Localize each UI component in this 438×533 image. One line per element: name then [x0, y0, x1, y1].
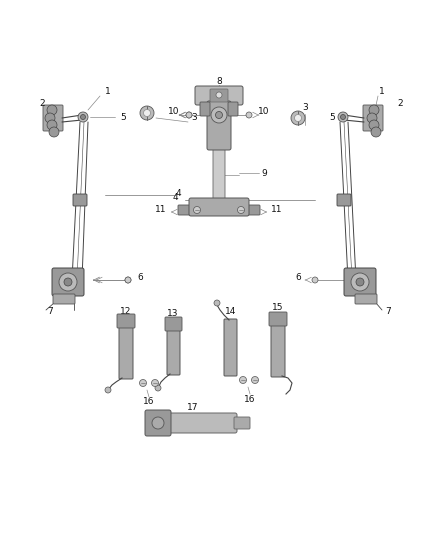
Text: 17: 17: [187, 403, 199, 413]
Circle shape: [45, 113, 55, 123]
Text: 5: 5: [120, 112, 126, 122]
Circle shape: [340, 115, 346, 119]
FancyBboxPatch shape: [43, 105, 63, 131]
Text: 8: 8: [216, 77, 222, 86]
Circle shape: [64, 278, 72, 286]
Text: 4: 4: [175, 189, 181, 198]
Text: 1: 1: [105, 87, 111, 96]
Text: 7: 7: [385, 308, 391, 317]
Circle shape: [251, 376, 258, 384]
Circle shape: [215, 111, 223, 118]
Circle shape: [105, 387, 111, 393]
Circle shape: [294, 115, 301, 122]
Circle shape: [351, 273, 369, 291]
Circle shape: [155, 385, 161, 391]
FancyBboxPatch shape: [234, 417, 250, 429]
Circle shape: [246, 112, 252, 118]
Text: 3: 3: [302, 103, 308, 112]
Circle shape: [194, 206, 201, 214]
Circle shape: [59, 273, 77, 291]
Text: 16: 16: [143, 398, 155, 407]
Text: 15: 15: [272, 303, 284, 312]
Circle shape: [144, 109, 151, 117]
FancyBboxPatch shape: [163, 413, 237, 433]
Circle shape: [47, 120, 57, 130]
Text: 1: 1: [379, 87, 385, 96]
FancyBboxPatch shape: [195, 86, 243, 105]
FancyBboxPatch shape: [213, 147, 225, 204]
Text: 2: 2: [39, 99, 45, 108]
Text: 10: 10: [168, 108, 180, 117]
Text: 16: 16: [244, 394, 256, 403]
Text: 5: 5: [329, 112, 335, 122]
Circle shape: [369, 105, 379, 115]
Text: 3: 3: [191, 114, 197, 123]
FancyBboxPatch shape: [363, 105, 383, 131]
Circle shape: [186, 112, 192, 118]
Text: 11: 11: [155, 206, 167, 214]
Circle shape: [371, 127, 381, 137]
FancyBboxPatch shape: [344, 268, 376, 296]
Circle shape: [369, 120, 379, 130]
Circle shape: [125, 277, 131, 283]
Text: 7: 7: [47, 308, 53, 317]
Text: 9: 9: [261, 168, 267, 177]
Circle shape: [211, 107, 227, 123]
Circle shape: [186, 112, 192, 118]
Circle shape: [81, 115, 85, 119]
Circle shape: [240, 376, 247, 384]
Text: 13: 13: [167, 309, 179, 318]
Circle shape: [367, 113, 377, 123]
Circle shape: [49, 127, 59, 137]
Circle shape: [139, 379, 146, 386]
FancyBboxPatch shape: [165, 317, 182, 331]
FancyBboxPatch shape: [207, 101, 231, 150]
Circle shape: [237, 206, 244, 214]
Circle shape: [125, 277, 131, 283]
Text: 6: 6: [295, 273, 301, 282]
FancyBboxPatch shape: [52, 268, 84, 296]
FancyBboxPatch shape: [355, 294, 377, 304]
Circle shape: [152, 417, 164, 429]
FancyBboxPatch shape: [117, 314, 135, 328]
FancyBboxPatch shape: [337, 194, 351, 206]
FancyBboxPatch shape: [200, 102, 210, 116]
Circle shape: [312, 277, 318, 283]
FancyBboxPatch shape: [224, 319, 237, 376]
Circle shape: [291, 111, 305, 125]
FancyBboxPatch shape: [228, 102, 238, 116]
FancyBboxPatch shape: [119, 317, 133, 379]
FancyBboxPatch shape: [73, 194, 87, 206]
FancyBboxPatch shape: [269, 312, 287, 326]
Text: 4: 4: [172, 193, 178, 203]
Circle shape: [338, 112, 348, 122]
FancyBboxPatch shape: [167, 321, 180, 375]
Text: 11: 11: [271, 206, 283, 214]
Circle shape: [214, 300, 220, 306]
Circle shape: [47, 105, 57, 115]
Text: 14: 14: [225, 308, 237, 317]
Circle shape: [78, 112, 88, 122]
Text: 2: 2: [397, 99, 403, 108]
FancyBboxPatch shape: [210, 89, 228, 102]
Text: 12: 12: [120, 308, 132, 317]
FancyBboxPatch shape: [189, 198, 249, 216]
Circle shape: [152, 379, 159, 386]
FancyBboxPatch shape: [178, 205, 194, 215]
Circle shape: [140, 106, 154, 120]
FancyBboxPatch shape: [244, 205, 260, 215]
Circle shape: [216, 92, 222, 98]
Text: 6: 6: [137, 273, 143, 282]
FancyBboxPatch shape: [271, 315, 285, 377]
FancyBboxPatch shape: [145, 410, 171, 436]
Circle shape: [356, 278, 364, 286]
Text: 10: 10: [258, 108, 270, 117]
FancyBboxPatch shape: [53, 294, 75, 304]
